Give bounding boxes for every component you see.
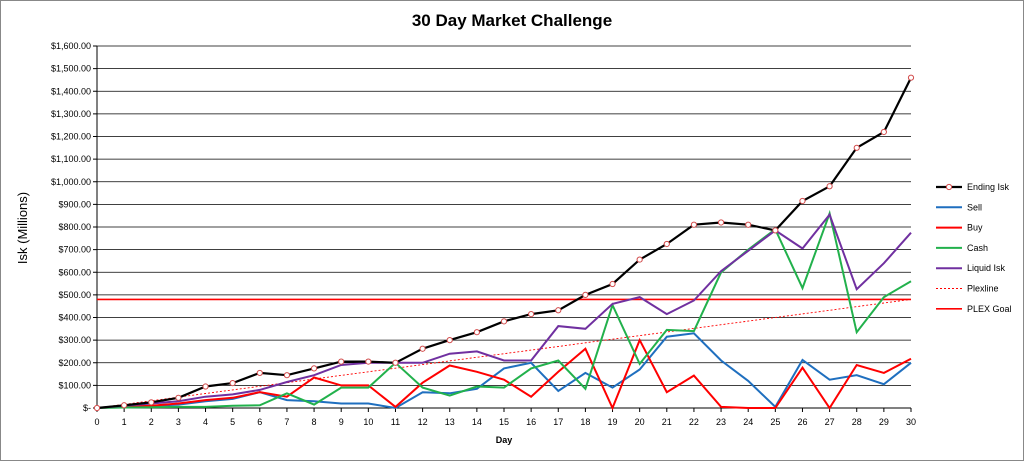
y-tick-label: $1,400.00 — [51, 86, 91, 96]
data-point-ending-isk — [745, 221, 752, 228]
y-tick-label: $1,100.00 — [51, 154, 91, 164]
y-axis-label: Isk (Millions) — [15, 192, 30, 264]
x-tick-label: 5 — [230, 417, 235, 427]
x-tick-label: 1 — [122, 417, 127, 427]
data-point-ending-isk — [148, 399, 155, 406]
x-tick-label: 3 — [176, 417, 181, 427]
x-tick-label: 30 — [906, 417, 916, 427]
legend-label-ending-isk: Ending Isk — [967, 182, 1010, 192]
x-tick-label: 2 — [149, 417, 154, 427]
data-point-ending-isk — [392, 359, 399, 366]
x-tick-label: 15 — [499, 417, 509, 427]
legend-label-buy: Buy — [967, 223, 983, 233]
data-point-ending-isk — [473, 329, 480, 336]
data-point-ending-isk — [93, 404, 101, 412]
data-point-ending-isk — [229, 380, 236, 387]
x-tick-label: 7 — [284, 417, 289, 427]
x-tick-label: 11 — [391, 417, 400, 427]
x-tick-label: 26 — [797, 417, 807, 427]
data-point-ending-isk — [555, 307, 562, 314]
data-point-ending-isk — [582, 291, 589, 298]
x-tick-label: 6 — [257, 417, 262, 427]
data-point-ending-isk — [202, 383, 209, 390]
data-point-ending-isk — [880, 128, 887, 136]
legend-marker — [945, 183, 953, 191]
data-point-ending-isk — [799, 197, 806, 205]
y-tick-label: $600.00 — [58, 267, 91, 277]
grid-lines — [97, 45, 911, 386]
y-tick-label: $1,200.00 — [51, 132, 91, 142]
legend-label-sell: Sell — [967, 202, 982, 212]
x-tick-label: 9 — [339, 417, 344, 427]
data-point-ending-isk — [717, 219, 725, 226]
y-tick-label: $1,500.00 — [51, 64, 91, 74]
y-tick-label: $900.00 — [58, 199, 91, 209]
data-point-ending-isk — [772, 227, 779, 234]
data-point-ending-isk — [500, 318, 508, 325]
data-point-ending-isk — [283, 372, 291, 379]
x-tick-label: 23 — [716, 417, 726, 427]
x-tick-label: 4 — [203, 417, 208, 427]
y-tick-label: $400.00 — [58, 313, 91, 323]
data-point-ending-isk — [826, 183, 833, 190]
data-point-ending-isk — [446, 337, 453, 344]
legend-label-liquid-isk: Liquid Isk — [967, 263, 1006, 273]
x-tick-label: 27 — [825, 417, 835, 427]
legend-label-plex-goal: PLEX Goal — [967, 304, 1012, 314]
x-tick-label: 17 — [553, 417, 563, 427]
data-point-ending-isk — [175, 394, 182, 401]
x-tick-label: 19 — [608, 417, 618, 427]
data-point-ending-isk — [528, 311, 535, 318]
y-tick-label: $1,000.00 — [51, 177, 91, 187]
x-tick-label: 29 — [879, 417, 889, 427]
y-tick-label: $100.00 — [58, 380, 91, 390]
x-axis-label: Day — [496, 435, 513, 445]
y-axis-ticks: $- $100.00 $200.00 $300.00 $400.00 $500.00 $60… — [51, 41, 97, 413]
y-tick-label: $1,300.00 — [51, 109, 91, 119]
x-tick-label: 13 — [445, 417, 455, 427]
data-point-ending-isk — [907, 74, 915, 81]
data-point-ending-isk — [636, 256, 643, 263]
x-tick-label: 12 — [418, 417, 428, 427]
data-point-ending-isk — [256, 369, 263, 377]
x-tick-label: 24 — [743, 417, 753, 427]
y-tick-label: $1,600.00 — [51, 41, 91, 51]
x-tick-label: 28 — [852, 417, 862, 427]
y-tick-label: $800.00 — [58, 222, 91, 232]
y-tick-label: $700.00 — [58, 245, 91, 255]
data-point-ending-isk — [419, 345, 426, 352]
legend-label-plexline: Plexline — [967, 284, 999, 294]
data-point-ending-isk — [853, 144, 860, 151]
x-tick-label: 22 — [689, 417, 699, 427]
y-tick-label: $500.00 — [58, 290, 91, 300]
data-point-ending-isk — [365, 358, 372, 365]
x-tick-label: 16 — [526, 417, 536, 427]
x-tick-label: 20 — [635, 417, 645, 427]
x-tick-label: 21 — [662, 417, 672, 427]
x-tick-label: 0 — [94, 417, 99, 427]
series-line-buy — [96, 337, 912, 411]
y-tick-label: $200.00 — [58, 358, 91, 368]
data-point-ending-isk — [338, 358, 345, 365]
series-line-plexline — [96, 298, 912, 409]
series-group — [93, 74, 915, 412]
data-point-ending-isk — [310, 365, 318, 372]
x-tick-label: 8 — [312, 417, 317, 427]
y-tick-label: $300.00 — [58, 335, 91, 345]
data-point-ending-isk — [690, 221, 698, 228]
x-tick-label: 25 — [770, 417, 780, 427]
data-point-ending-isk — [121, 402, 128, 409]
x-tick-label: 14 — [472, 417, 482, 427]
data-point-ending-isk — [609, 280, 616, 288]
data-point-ending-isk — [663, 240, 670, 248]
x-tick-label: 18 — [580, 417, 590, 427]
legend-label-cash: Cash — [967, 243, 988, 253]
legend: Ending Isk Sell Buy Cash Liquid Isk Plexline P… — [936, 182, 1012, 314]
x-axis-ticks: 0 1 2 3 4 5 6 7 8 9 10 11 12 13 14 15 16 17 18 19 20 21 22 23 24… — [94, 408, 916, 427]
x-tick-label: 10 — [363, 417, 373, 427]
chart-title: 30 Day Market Challenge — [412, 11, 612, 30]
y-tick-label: $- — [83, 403, 91, 413]
